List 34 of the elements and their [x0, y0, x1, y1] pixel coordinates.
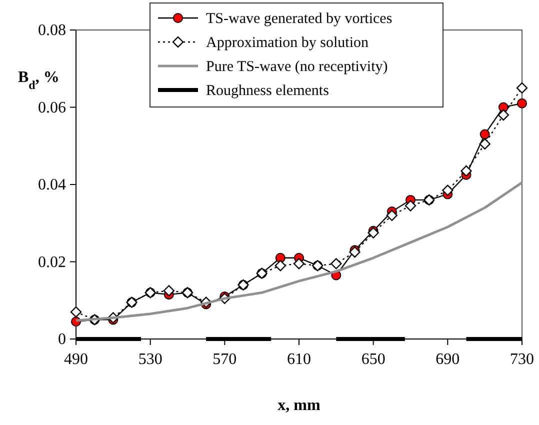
point: [404, 200, 416, 212]
legend-label: Pure TS-wave (no receptivity): [206, 59, 388, 75]
y-axis-title: B$_{d}$, %: [18, 69, 60, 92]
y-tick-label: 0: [58, 331, 66, 348]
point: [517, 98, 527, 108]
legend-label: Approximation by solution: [206, 35, 369, 51]
legend-label: TS-wave generated by vortices: [206, 11, 392, 27]
point: [293, 258, 305, 270]
x-tick-label: 490: [64, 351, 88, 368]
x-tick-label: 730: [510, 351, 534, 368]
point: [274, 260, 286, 272]
y-tick-label: 0.08: [38, 22, 66, 39]
x-tick-label: 530: [138, 351, 162, 368]
point: [498, 109, 510, 121]
point: [386, 210, 398, 221]
point: [442, 184, 454, 196]
point: [516, 82, 528, 94]
point: [479, 138, 490, 150]
x-tick-label: 690: [436, 351, 460, 368]
point: [480, 129, 490, 140]
y-tick-label: 0.02: [38, 254, 66, 271]
x-tick-label: 650: [361, 351, 386, 368]
point: [163, 285, 175, 296]
y-tick-label: 0.04: [38, 176, 66, 194]
point: [349, 246, 360, 258]
legend-label: Roughness elements: [206, 83, 330, 99]
point: [460, 165, 472, 177]
point: [70, 306, 82, 318]
x-tick-label: 570: [212, 351, 237, 368]
x-tick-label: 610: [287, 351, 311, 368]
point: [330, 258, 342, 270]
y-tick-label: 0.06: [38, 99, 66, 116]
point: [368, 227, 379, 238]
x-axis-title: x, mm: [278, 397, 321, 414]
